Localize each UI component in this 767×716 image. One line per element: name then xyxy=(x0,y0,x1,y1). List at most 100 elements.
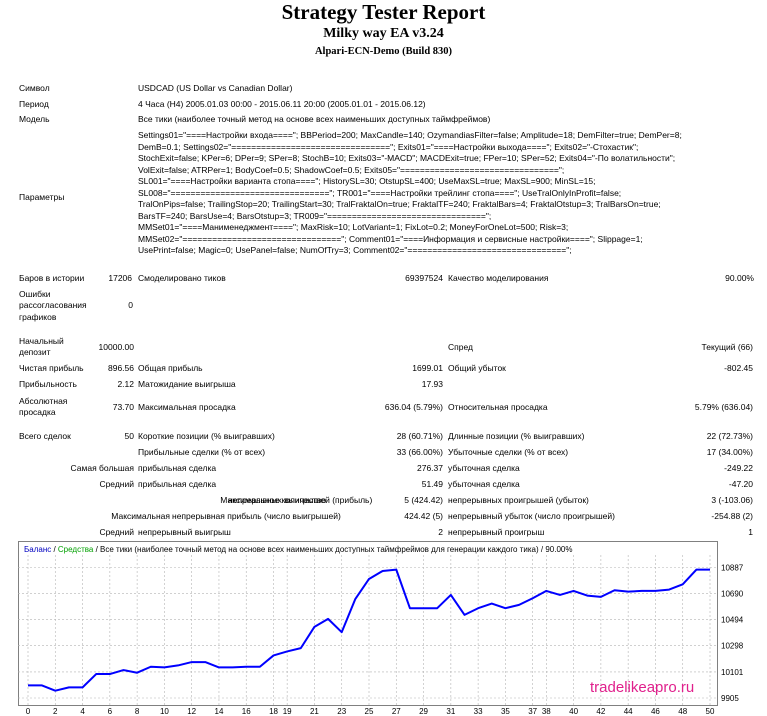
params-label: Параметры xyxy=(19,192,65,202)
max-dd-label: Максимальная просадка xyxy=(138,402,236,412)
errors-label-1: Ошибки xyxy=(19,289,51,299)
abs-dd-label-2: просадка xyxy=(19,407,56,417)
params-line: SL008="================================"… xyxy=(138,187,622,198)
errors-value: 0 xyxy=(128,300,133,310)
x-tick-label: 40 xyxy=(569,707,578,716)
y-tick-label: 10494 xyxy=(721,616,744,625)
params-line: StochExit=false; KPer=6; DPer=9; SPer=8;… xyxy=(138,153,676,163)
y-tick-label: 10690 xyxy=(721,590,744,599)
x-tick-label: 29 xyxy=(419,707,428,716)
legend-equity: Средства xyxy=(57,545,94,554)
x-tick-label: 19 xyxy=(283,707,292,716)
x-tick-label: 23 xyxy=(337,707,346,716)
params-line: VolExit=false; ATRPer=1; BodyCoef=0.5; S… xyxy=(138,164,565,175)
legend-separator: / xyxy=(51,545,58,554)
errors-label-3: графиков xyxy=(19,312,57,322)
gross-profit-value: 1699.01 xyxy=(412,363,443,373)
y-tick-label: 10298 xyxy=(721,642,744,651)
abs-dd-label-1: Абсолютная xyxy=(19,396,68,406)
x-tick-label: 50 xyxy=(706,707,715,716)
average-loss-value: -47.20 xyxy=(728,479,753,489)
deposit-label-2: депозит xyxy=(19,347,51,357)
deposit-value: 10000.00 xyxy=(98,342,134,352)
x-tick-label: 42 xyxy=(596,707,605,716)
net-profit-label: Чистая прибыль xyxy=(19,363,84,373)
x-tick-label: 38 xyxy=(542,707,551,716)
avg-losses-label: непрерывный проигрыш xyxy=(448,527,545,537)
model-value: Все тики (наиболее точный метод на основ… xyxy=(138,114,491,124)
x-tick-label: 2 xyxy=(53,707,58,716)
x-tick-label: 37 xyxy=(528,707,537,716)
quality-label: Качество моделирования xyxy=(448,273,549,283)
net-profit-value: 896.56 xyxy=(108,363,134,373)
params-line: Settings01="====Настройки входа===="; BB… xyxy=(138,130,682,140)
cons-profit-value: 424.42 (5) xyxy=(404,511,443,521)
largest-loss-label: убыточная сделка xyxy=(448,463,520,473)
average-profit-label: прибыльная сделка xyxy=(138,479,217,489)
long-label: Длинные позиции (% выигравших) xyxy=(448,431,585,441)
server-name: Alpari-ECN-Demo (Build 830) xyxy=(314,46,453,57)
legend-rest: / Все тики (наиболее точный метод на осн… xyxy=(93,545,573,554)
period-value: 4 Часа (H4) 2005.01.03 00:00 - 2015.06.1… xyxy=(138,99,426,109)
x-tick-label: 25 xyxy=(365,707,374,716)
params-line: SL001="====Настройки варианта стопа===="… xyxy=(138,176,596,186)
params-line: DemB=0.1; Settings02="==================… xyxy=(138,141,639,152)
cons-profit-label: непрерывная прибыль (число выигрышей) xyxy=(172,511,341,521)
legend-balance: Баланс xyxy=(24,545,52,554)
avg-label: Средний xyxy=(99,527,134,537)
cons-wins-value: 5 (424.42) xyxy=(404,495,443,505)
ea-name: Milky way EA v3.24 xyxy=(323,26,444,41)
x-tick-label: 31 xyxy=(446,707,455,716)
chart-legend: Баланс / Средства / Все тики (наиболее т… xyxy=(24,545,572,554)
symbol-label: Символ xyxy=(19,83,50,93)
rel-dd-label: Относительная просадка xyxy=(448,402,548,412)
params-block: Settings01="====Настройки входа===="; BB… xyxy=(138,130,758,257)
max-label: Максимальная xyxy=(111,511,170,521)
max-count-label: Максимальное количество xyxy=(10,495,326,506)
bars-label: Баров в истории xyxy=(19,273,85,283)
x-tick-label: 8 xyxy=(135,707,140,716)
y-tick-label: 10101 xyxy=(721,668,744,677)
expected-payoff-value: 17.93 xyxy=(421,379,443,389)
x-tick-label: 44 xyxy=(624,707,633,716)
errors-label-2: рассогласования xyxy=(19,300,87,310)
short-value: 28 (60.71%) xyxy=(396,431,443,441)
x-tick-label: 6 xyxy=(108,707,113,716)
profit-trades-label: Прибыльные сделки (% от всех) xyxy=(138,447,266,457)
x-tick-label: 10 xyxy=(160,707,169,716)
total-trades-label: Всего сделок xyxy=(19,431,71,441)
balance-chart: 0 2 4 6 8 10 12 14 16 18 19 21 23 25 27 29 31 33 35 37 38 40 4… xyxy=(18,541,744,716)
x-tick-label: 35 xyxy=(501,707,510,716)
profit-factor-label: Прибыльность xyxy=(19,379,77,389)
x-tick-label: 12 xyxy=(187,707,196,716)
x-tick-label: 27 xyxy=(392,707,401,716)
loss-trades-value: 17 (34.00%) xyxy=(706,447,753,457)
largest-profit-label: прибыльная сделка xyxy=(138,463,217,473)
x-tick-label: 16 xyxy=(242,707,251,716)
cons-wins-label: непрерывных выигрышей (прибыль) xyxy=(228,495,373,505)
params-line: TralOnPips=false; TrailingStop=20; Trail… xyxy=(138,199,661,209)
long-value: 22 (72.73%) xyxy=(706,431,753,441)
spread-label: Спред xyxy=(448,342,473,352)
avg-wins-value: 2 xyxy=(438,527,443,537)
expected-payoff-label: Матожидание выигрыша xyxy=(138,379,236,389)
x-tick-label: 33 xyxy=(474,707,483,716)
x-tick-label: 14 xyxy=(215,707,224,716)
max-count-text: Максимальное количество xyxy=(220,495,326,505)
avg-losses-value: 1 xyxy=(748,527,753,537)
abs-dd-value: 73.70 xyxy=(112,402,134,412)
largest-label: Самая большая xyxy=(70,463,134,473)
ticks-label: Смоделировано тиков xyxy=(138,273,226,283)
params-line: UsePrint=false; Magic=0; UsePanel=false;… xyxy=(138,245,572,255)
profit-factor-value: 2.12 xyxy=(117,379,134,389)
x-tick-label: 46 xyxy=(651,707,660,716)
x-tick-label: 48 xyxy=(678,707,687,716)
x-tick-label: 0 xyxy=(26,707,31,716)
x-tick-label: 21 xyxy=(310,707,319,716)
y-tick-label: 10887 xyxy=(721,563,744,572)
profit-trades-value: 33 (66.00%) xyxy=(396,447,443,457)
short-label: Короткие позиции (% выигравших) xyxy=(138,431,275,441)
y-tick-label: 9905 xyxy=(721,694,739,703)
params-line: BarsTF=240; BarsUse=4; BarsOtstup=3; TR0… xyxy=(138,210,492,221)
average-profit-value: 51.49 xyxy=(421,479,443,489)
